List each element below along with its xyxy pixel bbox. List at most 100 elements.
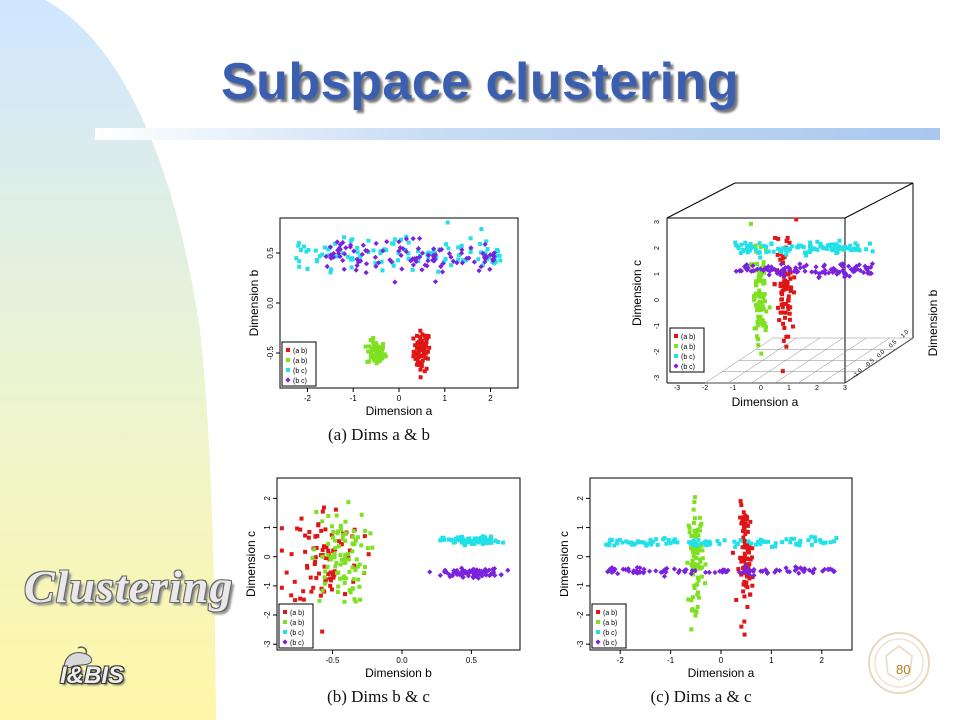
data-point	[758, 317, 763, 322]
y-tick-label: -0.5	[266, 346, 275, 360]
data-point	[316, 523, 321, 528]
data-point	[849, 248, 854, 253]
data-point	[342, 560, 347, 565]
data-point	[391, 241, 396, 246]
data-point	[823, 540, 828, 545]
plot-area	[589, 477, 853, 651]
x-tick-label: -2	[702, 385, 708, 392]
y-axis-label: Dimension b	[247, 269, 261, 336]
data-point	[757, 241, 762, 246]
data-point	[313, 555, 318, 560]
data-point	[745, 604, 750, 609]
data-point	[468, 245, 474, 251]
data-point	[482, 537, 487, 542]
data-point	[807, 249, 812, 254]
data-point	[347, 588, 352, 593]
data-point	[749, 555, 754, 560]
data-point	[738, 515, 743, 520]
data-point	[411, 336, 416, 341]
data-point	[697, 515, 702, 520]
data-point	[617, 537, 622, 542]
data-point	[624, 539, 629, 544]
data-point	[342, 580, 347, 585]
data-point	[373, 344, 378, 349]
data-point	[376, 356, 381, 361]
data-point	[738, 555, 743, 560]
data-point	[843, 272, 849, 278]
data-point	[752, 326, 757, 331]
data-point	[704, 543, 709, 548]
data-point	[689, 627, 694, 632]
data-point	[758, 314, 763, 319]
data-point	[797, 261, 803, 267]
data-point	[758, 244, 763, 249]
data-point	[328, 570, 333, 575]
data-point	[759, 300, 764, 305]
data-point	[355, 250, 360, 255]
data-point	[413, 352, 418, 357]
data-point	[423, 336, 428, 341]
data-point	[761, 295, 766, 300]
data-point	[746, 539, 751, 544]
data-point	[446, 246, 451, 251]
data-point	[694, 582, 699, 587]
data-point	[304, 249, 309, 254]
data-point	[347, 569, 352, 574]
university-seal-icon	[868, 632, 930, 694]
data-point	[350, 541, 355, 546]
data-point	[322, 575, 327, 580]
data-point	[751, 572, 757, 579]
data-point	[755, 308, 760, 313]
data-point	[694, 543, 699, 548]
data-point	[697, 557, 702, 562]
data-point	[837, 244, 842, 249]
data-point	[459, 260, 465, 266]
data-point	[468, 236, 473, 241]
data-point	[739, 559, 744, 564]
data-point	[490, 566, 496, 573]
data-point	[749, 541, 754, 546]
data-point	[758, 305, 763, 310]
data-point	[783, 310, 788, 315]
data-point	[425, 356, 430, 361]
y-axis-label: Dimension b	[926, 289, 940, 356]
data-point	[342, 235, 347, 240]
data-point	[607, 566, 613, 572]
data-point	[648, 541, 653, 546]
data-point	[301, 589, 306, 594]
data-point	[318, 593, 323, 598]
legend-marker	[674, 344, 678, 348]
data-point	[786, 272, 791, 277]
data-point	[430, 251, 435, 256]
data-point	[771, 249, 776, 254]
data-point	[422, 369, 427, 374]
data-point	[310, 556, 315, 561]
data-point	[341, 533, 346, 538]
data-point	[848, 243, 853, 248]
data-point	[372, 358, 377, 363]
data-point	[806, 538, 811, 543]
data-point	[785, 235, 790, 240]
data-point	[740, 545, 745, 550]
data-point	[335, 589, 340, 594]
data-point	[436, 269, 441, 274]
data-point	[643, 541, 648, 546]
y-tick-label: 0.0	[876, 349, 887, 360]
data-point	[788, 246, 793, 251]
data-point	[757, 288, 762, 293]
data-point	[473, 537, 478, 542]
data-point	[447, 537, 452, 542]
data-point	[340, 536, 345, 541]
data-point	[696, 595, 701, 600]
data-point	[419, 354, 424, 359]
data-point	[689, 533, 694, 538]
data-point	[790, 324, 795, 329]
data-point	[748, 519, 753, 524]
data-point	[699, 541, 704, 546]
data-point	[338, 553, 343, 558]
chart-legend: (a b) (a b) (b c) (b c)	[591, 603, 627, 649]
data-point	[305, 266, 310, 271]
data-point	[664, 541, 669, 546]
data-point	[753, 542, 758, 547]
data-point	[744, 565, 750, 572]
